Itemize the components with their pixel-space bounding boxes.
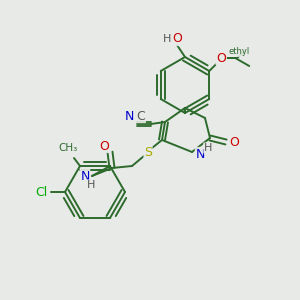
Text: H: H <box>163 34 171 44</box>
Text: H: H <box>87 180 95 190</box>
Text: N: N <box>195 148 205 160</box>
Text: H: H <box>204 143 212 153</box>
Text: N: N <box>124 110 134 122</box>
Text: ethyl: ethyl <box>229 47 250 56</box>
Text: O: O <box>229 136 239 148</box>
Text: O: O <box>99 140 109 152</box>
Text: O: O <box>216 52 226 64</box>
Text: Cl: Cl <box>35 185 47 199</box>
Text: O: O <box>216 52 226 64</box>
Text: CH₃: CH₃ <box>58 143 78 153</box>
Text: C: C <box>136 110 146 122</box>
Text: O: O <box>172 32 182 46</box>
Text: N: N <box>80 169 90 182</box>
Text: S: S <box>144 146 152 158</box>
